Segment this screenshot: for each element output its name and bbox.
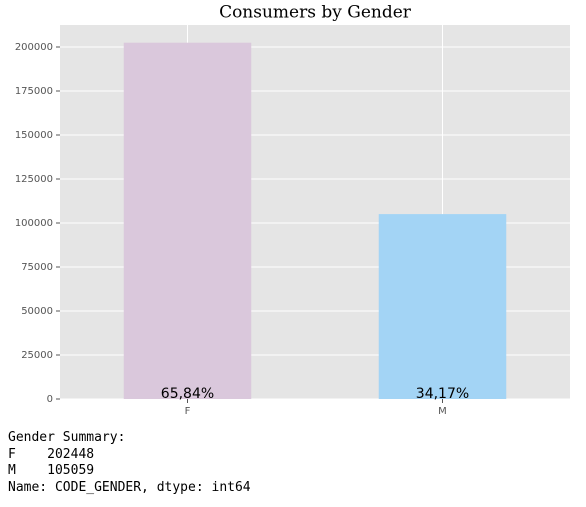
bar-annotation: 34,17%	[416, 386, 469, 402]
output-line: M 105059	[8, 463, 95, 478]
y-tick-label: 175000	[15, 86, 53, 97]
y-tick-label: 200000	[15, 42, 53, 53]
y-tick-label: 100000	[15, 218, 53, 229]
x-tick-label: F	[185, 406, 191, 417]
y-tick-label: 150000	[15, 130, 53, 141]
y-tick-label: 25000	[21, 350, 53, 361]
text-output: Gender Summary: F 202448 M 105059 Name: COD…	[8, 430, 251, 496]
y-tick-label: 50000	[21, 306, 53, 317]
y-tick-label: 75000	[21, 262, 53, 273]
bar-annotation: 65,84%	[161, 386, 214, 402]
chart-title: Consumers by Gender	[219, 3, 412, 23]
y-tick-label: 0	[47, 394, 53, 405]
output-line: Gender Summary:	[8, 430, 126, 445]
bar	[123, 42, 252, 399]
chart: Consumers by Gender 0 25000 50000 75000 1000…	[15, 3, 570, 417]
output-line: F 202448	[8, 446, 95, 462]
bar	[378, 214, 507, 399]
x-tick-label: M	[438, 406, 447, 417]
y-tick-label: 125000	[15, 174, 53, 185]
output-line: Name: CODE_GENDER, dtype: int64	[8, 479, 251, 495]
